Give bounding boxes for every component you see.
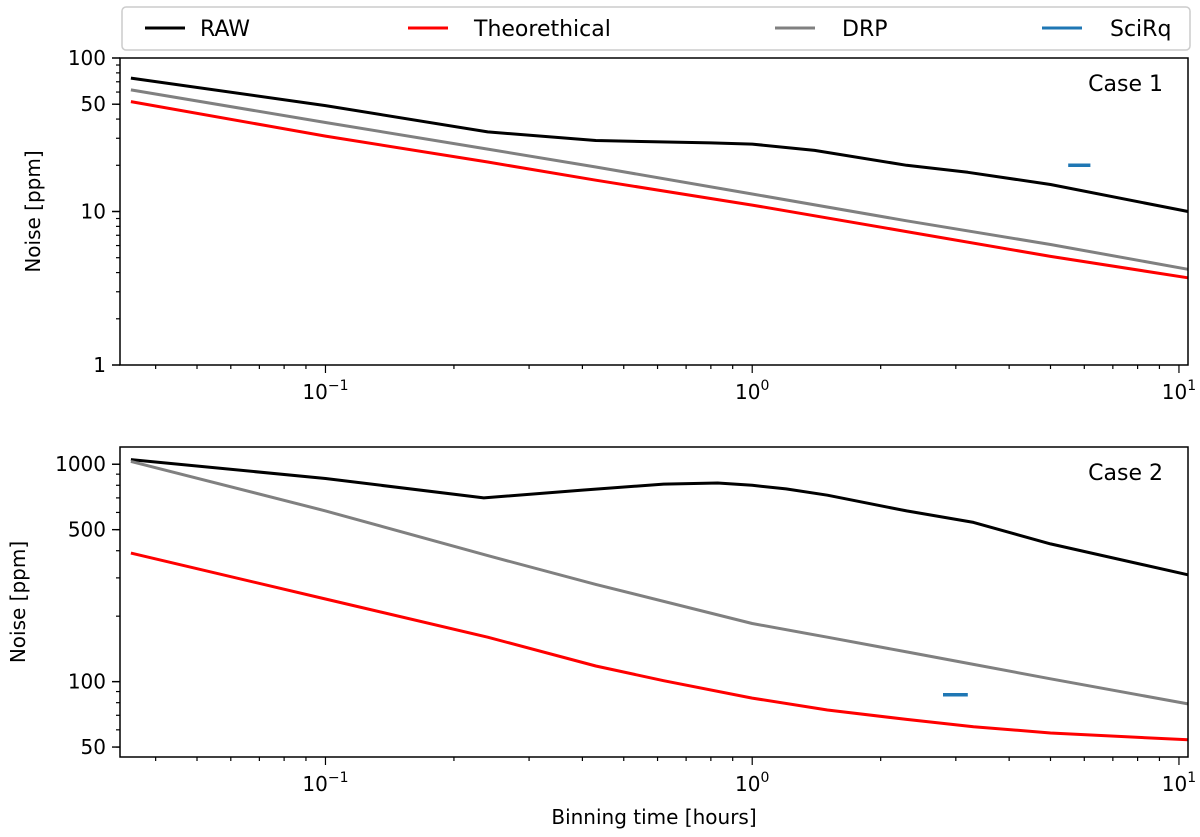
x-tick-label: 100 [735, 378, 769, 404]
y-tick-label: 1000 [55, 452, 106, 476]
panel-1-axes-frame [119, 57, 1189, 366]
series-theorethical-line [130, 551, 1189, 742]
legend-drp-label: DRP [842, 17, 888, 42]
legend-scirq-label: SciRq [1110, 17, 1171, 42]
panel-1-series [130, 76, 1189, 280]
y-tick-label: 50 [81, 92, 106, 116]
y-tick-label: 50 [81, 735, 106, 759]
panel-1-ticks: 1 10 50 100 10−1 100 101 [68, 46, 1196, 404]
legend-frame [121, 6, 1191, 51]
x-tick-label: 10−1 [302, 378, 348, 404]
legend-theorethical-label: Theorethical [473, 17, 611, 42]
y-tick-label: 100 [68, 670, 106, 694]
panel-2-ticks: 50 100 500 1000 10−1 100 101 [55, 452, 1196, 796]
x-tick-label: 100 [735, 770, 769, 796]
y-tick-label: 500 [68, 518, 106, 542]
panel-case-2: 50 100 500 1000 10−1 100 101 Case 2 Noise [ppm… [6, 446, 1196, 829]
y-tick-label: 100 [68, 46, 106, 70]
panel-2-annotation: Case 2 [1088, 461, 1163, 486]
series-drp-line [130, 88, 1189, 271]
legend-raw-label: RAW [200, 17, 250, 42]
panel-2-ylabel: Noise [ppm] [6, 541, 30, 663]
y-tick-label: 10 [81, 200, 106, 224]
y-tick-label: 1 [93, 353, 106, 377]
panel-1-ylabel: Noise [ppm] [21, 150, 45, 272]
series-drp-line [130, 459, 1189, 706]
panel-2-xlabel: Binning time [hours] [551, 805, 756, 829]
series-raw-line [130, 76, 1189, 213]
series-theorethical-line [130, 100, 1189, 280]
panel-2-axes-frame [119, 446, 1189, 758]
series-raw-line [130, 458, 1189, 577]
x-tick-label: 10−1 [302, 770, 348, 796]
x-tick-label: 101 [1162, 378, 1196, 404]
panel-2-series [130, 458, 1189, 742]
panel-case-1: 1 10 50 100 10−1 100 101 Case 1 Noise [ppm] [21, 46, 1196, 404]
legend: RAW Theorethical DRP SciRq [121, 6, 1191, 51]
x-tick-label: 101 [1162, 770, 1196, 796]
panel-1-annotation: Case 1 [1088, 72, 1163, 97]
